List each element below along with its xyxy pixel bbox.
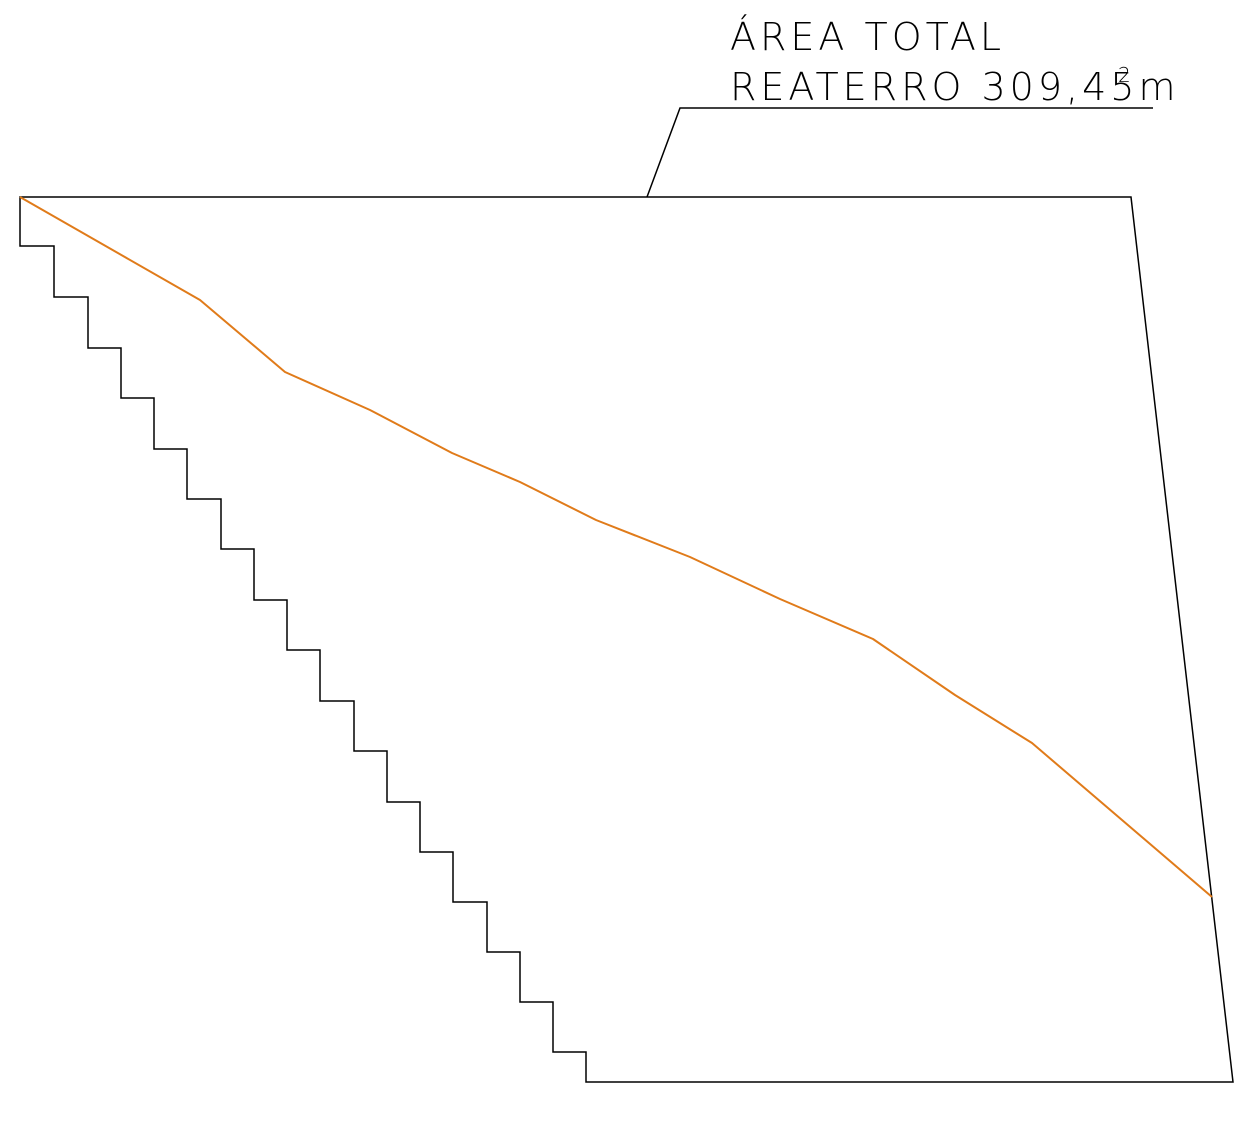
annotation-line-1: ÁREA TOTAL <box>730 15 1005 59</box>
annotation-line-2: REATERRO 309,45m <box>730 65 1179 109</box>
terrain-profile-line <box>19 196 1213 898</box>
annotation-superscript: 2 <box>1118 63 1131 87</box>
backfill-area-outline <box>19 196 1234 1083</box>
leader-line <box>646 107 1153 198</box>
